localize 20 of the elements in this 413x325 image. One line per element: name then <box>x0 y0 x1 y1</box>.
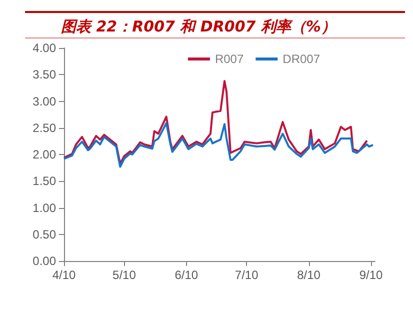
y-tick-label: 1.50 <box>32 174 56 188</box>
x-tick-label: 7/10 <box>234 268 259 282</box>
legend-label: R007 <box>214 52 244 66</box>
y-tick-label: 4.00 <box>32 41 56 55</box>
legend-label: DR007 <box>282 52 320 66</box>
y-tick-label: 3.00 <box>32 94 56 108</box>
y-tick-label: 3.50 <box>32 68 56 82</box>
x-tick-label: 4/10 <box>52 268 76 282</box>
y-tick-label: 0.00 <box>32 254 56 268</box>
x-tick-label: 8/10 <box>297 268 321 282</box>
x-tick-label: 9/10 <box>359 268 383 282</box>
x-tick-label: 6/10 <box>174 268 198 282</box>
x-tick-label: 5/10 <box>112 268 136 282</box>
y-tick-label: 2.50 <box>32 120 56 135</box>
y-tick-label: 2.00 <box>32 148 56 162</box>
line-series <box>63 122 374 168</box>
line-series <box>63 80 368 165</box>
chart-title: 图表 22：R007 和 DR007 利率（%） <box>61 18 336 36</box>
y-tick-label: 0.50 <box>32 227 56 242</box>
y-tick-label: 1.00 <box>32 200 56 215</box>
